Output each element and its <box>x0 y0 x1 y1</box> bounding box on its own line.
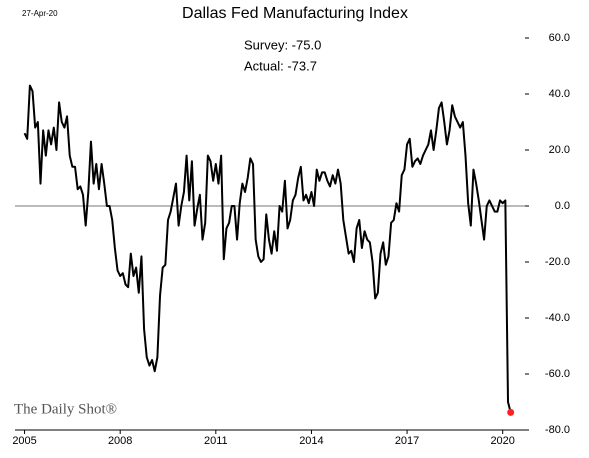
x-tick-label: 2020 <box>490 435 514 447</box>
last-point <box>507 408 515 416</box>
y-tick-label: 20.0 <box>549 144 570 156</box>
y-tick-label: 60.0 <box>549 32 570 44</box>
source: The Daily Shot® <box>14 401 117 417</box>
date-stamp: 27-Apr-20 <box>22 9 58 18</box>
annotation: Actual: -73.7 <box>244 58 317 73</box>
y-tick-label: -20.0 <box>545 256 570 268</box>
y-tick-label: -80.0 <box>545 424 570 436</box>
x-tick-label: 2014 <box>299 435 323 447</box>
x-tick-label: 2017 <box>395 435 419 447</box>
x-tick-label: 2011 <box>204 435 228 447</box>
y-tick-label: 40.0 <box>549 88 570 100</box>
y-tick-label: -60.0 <box>545 368 570 380</box>
x-tick-label: 2005 <box>12 435 36 447</box>
annotation: Survey: -75.0 <box>244 37 321 52</box>
y-tick-label: 0.0 <box>555 200 570 212</box>
data-line <box>23 84 512 413</box>
x-tick-label: 2008 <box>108 435 132 447</box>
chart-title: Dallas Fed Manufacturing Index <box>182 5 408 22</box>
y-tick-label: -40.0 <box>545 312 570 324</box>
